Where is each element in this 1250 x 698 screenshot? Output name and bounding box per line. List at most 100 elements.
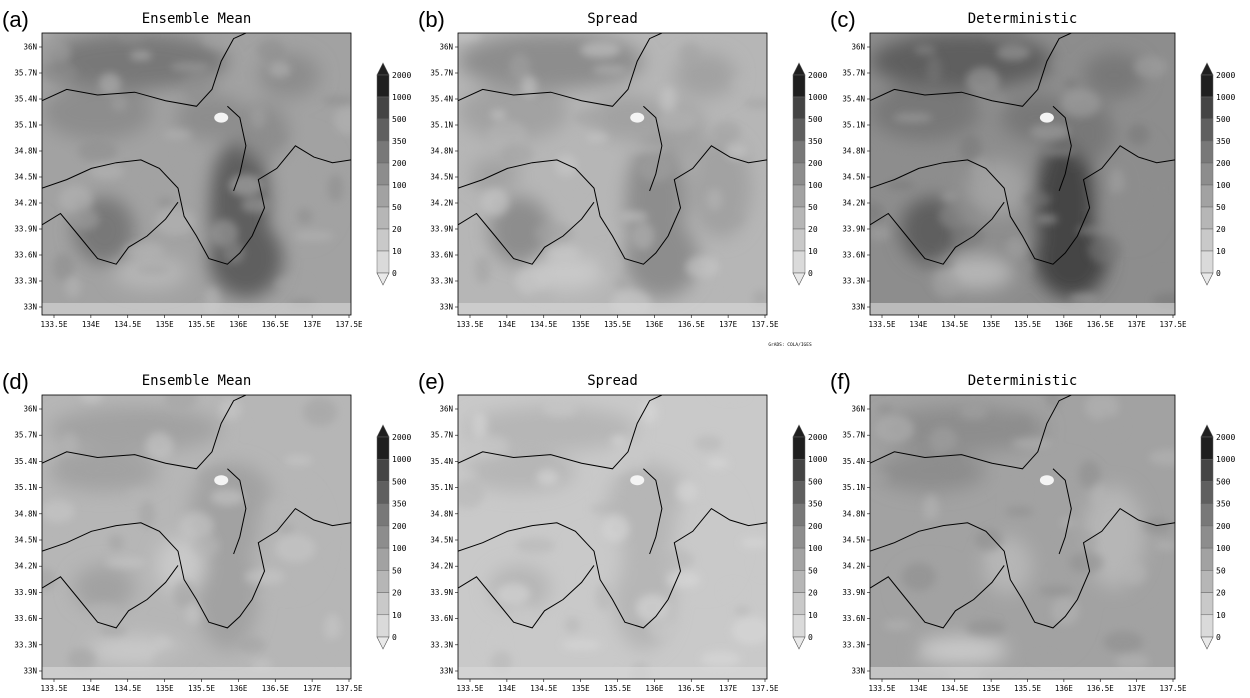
shade-region xyxy=(870,33,1053,90)
lon-tick-label: 136E xyxy=(645,684,664,693)
lon-tick-label: 133.5E xyxy=(868,320,896,329)
lat-tick-label: 36N xyxy=(23,405,37,414)
colorbar-label: 200 xyxy=(1216,159,1231,168)
colorbar-swatch xyxy=(792,250,806,274)
colorbar-swatch xyxy=(792,184,806,208)
panel-title: Ensemble Mean xyxy=(142,373,252,389)
lon-tick-label: 134.5E xyxy=(114,684,142,693)
lon-tick-label: 134.5E xyxy=(941,684,969,693)
lon-tick-label: 133.5E xyxy=(456,684,484,693)
colorbar-label: 10 xyxy=(808,611,818,620)
colorbar-label: 500 xyxy=(1216,115,1231,124)
colorbar-label: 100 xyxy=(1216,181,1231,190)
lon-tick-label: 136E xyxy=(1055,684,1074,693)
lat-tick-label: 33.3N xyxy=(14,640,37,649)
shade-region xyxy=(42,33,228,90)
colorbar-swatch xyxy=(376,525,390,549)
shaded-field xyxy=(870,395,1175,679)
colorbar-label: 50 xyxy=(1216,203,1226,212)
colorbar-swatch xyxy=(376,74,390,98)
colorbar-swatch xyxy=(1200,525,1214,549)
colorbar-label: 10 xyxy=(1216,247,1226,256)
colorbar-label: 200 xyxy=(808,522,823,531)
lat-tick-label: 34.8N xyxy=(14,147,37,156)
lat-tick-label: 36N xyxy=(439,405,453,414)
colorbar-swatch xyxy=(792,228,806,252)
colorbar-swatch xyxy=(1200,614,1214,638)
lat-tick-label: 34.5N xyxy=(430,173,453,182)
panel-letter: (a) xyxy=(2,7,29,32)
lon-tick-label: 134E xyxy=(909,684,928,693)
lake-biwa xyxy=(1039,112,1054,123)
lat-tick-label: 34.8N xyxy=(842,147,865,156)
lon-tick-label: 136E xyxy=(1055,320,1074,329)
lat-tick-label: 33N xyxy=(851,303,865,312)
coastline xyxy=(1052,468,1072,555)
lat-tick-label: 34.8N xyxy=(14,509,37,518)
colorbar-label: 500 xyxy=(392,115,407,124)
colorbar-swatch xyxy=(376,570,390,593)
lat-tick-label: 33.6N xyxy=(842,614,865,623)
lat-tick-label: 33.6N xyxy=(14,251,37,260)
panel-letter: (e) xyxy=(418,369,445,394)
colorbar-swatch xyxy=(376,140,390,164)
lon-tick-label: 136E xyxy=(229,684,248,693)
colorbar-label: 1000 xyxy=(392,455,411,464)
lat-tick-label: 35.4N xyxy=(14,95,37,104)
lat-tick-label: 34.5N xyxy=(842,173,865,182)
lon-tick-label: 134E xyxy=(909,320,928,329)
lon-tick-label: 137.5E xyxy=(751,684,779,693)
shade-region xyxy=(273,137,336,239)
lat-tick-label: 36N xyxy=(851,405,865,414)
lon-tick-label: 134.5E xyxy=(530,684,558,693)
lon-tick-label: 134.5E xyxy=(941,320,969,329)
shaded-field xyxy=(42,395,351,679)
colorbar-swatch xyxy=(376,228,390,252)
lon-tick-label: 135E xyxy=(982,320,1001,329)
lon-tick-label: 136E xyxy=(645,320,664,329)
lake-biwa xyxy=(630,475,645,486)
coastline xyxy=(42,395,247,470)
colorbar-label: 0 xyxy=(1216,633,1221,642)
colorbar-label: 350 xyxy=(808,137,823,146)
lon-tick-label: 137E xyxy=(303,320,322,329)
colorbar-swatch xyxy=(1200,118,1214,142)
coastline xyxy=(458,201,595,265)
lat-tick-label: 35.4N xyxy=(14,457,37,466)
lon-tick-label: 134E xyxy=(82,684,101,693)
colorbar-label: 0 xyxy=(808,269,813,278)
coastline xyxy=(227,468,247,555)
lon-tick-label: 134.5E xyxy=(114,320,142,329)
map-frame xyxy=(457,32,768,316)
coastline xyxy=(643,468,663,555)
lat-tick-label: 35.7N xyxy=(14,69,37,78)
lat-tick-label: 33.6N xyxy=(14,614,37,623)
colorbar-label: 20 xyxy=(808,225,818,234)
lon-tick-label: 136.5E xyxy=(678,684,706,693)
lon-tick-label: 137.5E xyxy=(751,320,779,329)
colorbar-label: 2000 xyxy=(392,433,411,442)
lat-tick-label: 35.1N xyxy=(430,483,453,492)
lon-tick-label: 135.5E xyxy=(1014,684,1042,693)
lon-tick-label: 135.5E xyxy=(188,320,216,329)
lat-tick-label: 33.3N xyxy=(842,277,865,286)
colorbar-label: 1000 xyxy=(1216,93,1235,102)
shade-region xyxy=(72,565,135,611)
map-frame xyxy=(869,394,1176,680)
colorbar-swatch xyxy=(1200,140,1214,164)
shaded-field xyxy=(458,395,767,679)
map-panel: (c) Deterministic 36N 35.7N 35.4N 35.1N 34.8N 3… xyxy=(830,7,1235,329)
panel-title: Deterministic xyxy=(968,11,1078,27)
colorbar-swatch xyxy=(792,525,806,549)
colorbar-swatch xyxy=(792,140,806,164)
lat-tick-label: 35.1N xyxy=(14,121,37,130)
lon-tick-label: 134E xyxy=(82,320,101,329)
colorbar-swatch xyxy=(1200,250,1214,274)
panel-letter: (d) xyxy=(2,369,29,394)
lon-tick-label: 135E xyxy=(982,684,1001,693)
lat-tick-label: 34.5N xyxy=(14,536,37,545)
lake-biwa xyxy=(630,112,645,123)
